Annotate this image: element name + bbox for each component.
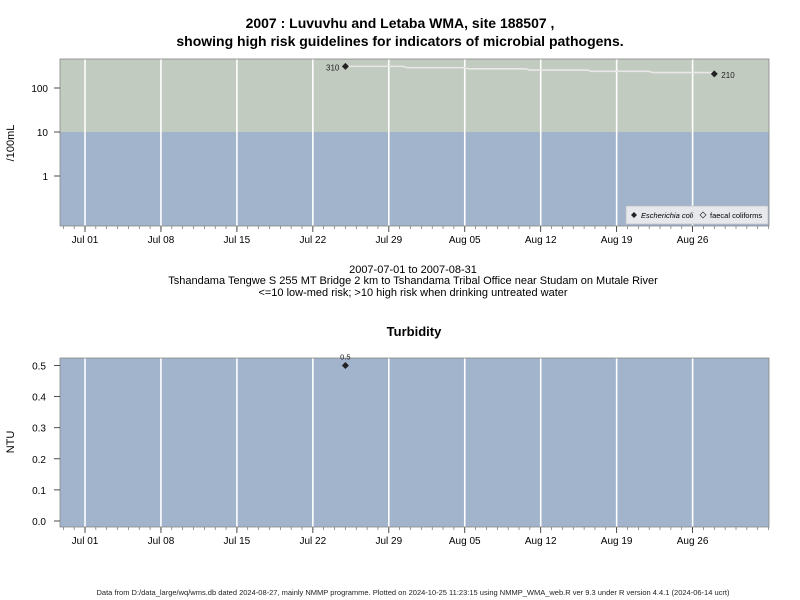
chart2-x-tick-label: Jul 22 [300, 536, 327, 547]
chart2-x-tick-label: Aug 19 [601, 536, 633, 547]
chart2-x-tick-label: Aug 05 [449, 536, 481, 547]
chart2-frame [59, 357, 770, 528]
chart2-x-tick-label: Jul 08 [148, 536, 175, 547]
chart1-y-tick-label: 100 [31, 84, 48, 95]
chart2-x-tick-label: Jul 01 [72, 536, 99, 547]
chart1-x-tick-label: Jul 22 [300, 235, 327, 246]
chart2-plot: Jul 01 Jul 08 Jul 15 Jul 22 Jul 29 Aug 05 Aug … [32, 353, 770, 547]
date-range: 2007-07-01 to 2007-08-31 [349, 264, 477, 276]
chart2-ylabel: NTU [5, 431, 17, 454]
chart1-frame [59, 58, 770, 227]
ecoli-point [710, 70, 718, 78]
site-description: Tshandama Tengwe S 255 MT Bridge 2 km to… [168, 275, 658, 287]
ecoli-point-label: 310 [326, 63, 340, 72]
legend-faecal-marker [699, 211, 707, 219]
chart1-x-tick-label: Aug 12 [525, 235, 557, 246]
chart1-x-tick-label: Jul 08 [148, 235, 175, 246]
ecoli-point-label: 210 [721, 71, 735, 80]
ecoli-series-line [345, 65, 715, 75]
footer-note: Data from D:/data_large/wq/wms.db dated … [96, 588, 730, 597]
legend-ecoli-label: Escherichia coli [641, 211, 693, 220]
chart1-title-line1: 2007 : Luvuvhu and Letaba WMA, site 1885… [245, 15, 555, 31]
chart2-y-tick-label: 0.3 [32, 424, 46, 435]
chart2-x-tick-label: Aug 12 [525, 536, 557, 547]
chart1-legend: Escherichia coli faecal coliforms [625, 205, 769, 225]
chart2-y-tick-label: 0.1 [32, 486, 46, 497]
chart1-x-tick-label: Jul 01 [72, 235, 99, 246]
chart2-x-tick-label: Jul 15 [224, 536, 251, 547]
chart2-y-tick-label: 0.5 [32, 362, 46, 373]
chart1-plot: Jul 01 Jul 08 Jul 15 Jul 22 Jul 29 Aug 05 Aug … [31, 58, 770, 246]
legend-ecoli-marker [631, 212, 637, 218]
chart2-title: Turbidity [387, 324, 442, 339]
chart1-y-tick-label: 10 [37, 128, 49, 139]
legend-box [625, 205, 769, 225]
chart2-y-tick-label: 0.4 [32, 393, 46, 404]
chart1-y-tick-label: 1 [42, 172, 48, 183]
chart1-title-line2: showing high risk guidelines for indicat… [176, 33, 624, 49]
risk-guideline-note: <=10 low-med risk; >10 high risk when dr… [258, 287, 568, 299]
ecoli-point [341, 62, 349, 70]
chart2-x-tick-label: Aug 26 [677, 536, 709, 547]
chart2-y-tick-label: 0.2 [32, 455, 46, 466]
turbidity-background [60, 358, 769, 527]
legend-faecal-label: faecal coliforms [710, 211, 762, 220]
chart1-x-tick-label: Aug 05 [449, 235, 481, 246]
chart1-ylabel: /100mL [5, 125, 17, 162]
chart2-y-tick-label: 0.0 [32, 517, 46, 528]
chart1-x-tick-label: Aug 19 [601, 235, 633, 246]
turbidity-point [341, 362, 349, 369]
high-risk-band [60, 59, 769, 132]
chart1-x-tick-label: Jul 15 [224, 235, 251, 246]
turbidity-point-label: 0.5 [340, 353, 350, 362]
chart1-x-tick-label: Jul 29 [375, 235, 402, 246]
chart1-x-tick-label: Aug 26 [677, 235, 709, 246]
chart2-x-tick-label: Jul 29 [375, 536, 402, 547]
